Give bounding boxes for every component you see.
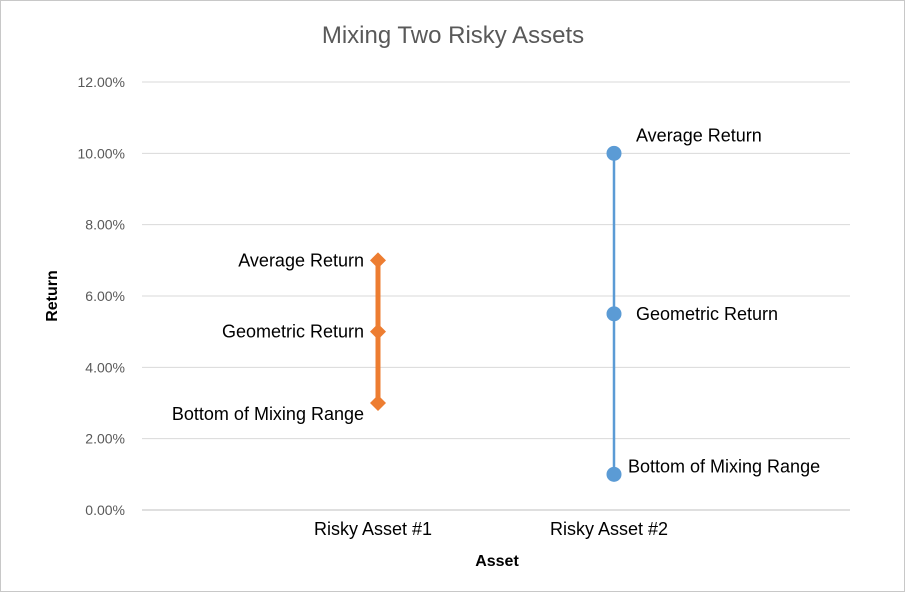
y-tick-label: 2.00% (85, 431, 125, 447)
data-point-marker (606, 145, 622, 161)
chart-title: Mixing Two Risky Assets (322, 22, 584, 49)
x-axis-title: Asset (475, 553, 519, 570)
data-point-marker (370, 323, 386, 340)
x-category-label: Risky Asset #1 (314, 519, 432, 539)
y-tick-label: 12.00% (78, 74, 125, 90)
y-tick-label: 8.00% (85, 217, 125, 233)
data-label: Bottom of Mixing Range (628, 456, 820, 476)
data-label: Average Return (238, 250, 364, 270)
data-point-marker (606, 466, 622, 482)
x-category-label: Risky Asset #2 (550, 519, 668, 539)
data-label: Geometric Return (222, 322, 364, 342)
data-point-marker (606, 306, 622, 322)
data-label: Geometric Return (636, 304, 778, 324)
y-tick-label: 10.00% (78, 145, 125, 161)
y-axis-title: Return (44, 270, 61, 322)
data-point-marker (370, 252, 386, 269)
y-tick-label: 4.00% (85, 359, 125, 375)
data-point-marker (370, 395, 386, 411)
y-tick-label: 0.00% (85, 502, 125, 518)
y-tick-label: 6.00% (85, 288, 125, 304)
data-label: Bottom of Mixing Range (172, 404, 364, 424)
data-label: Average Return (636, 125, 762, 145)
